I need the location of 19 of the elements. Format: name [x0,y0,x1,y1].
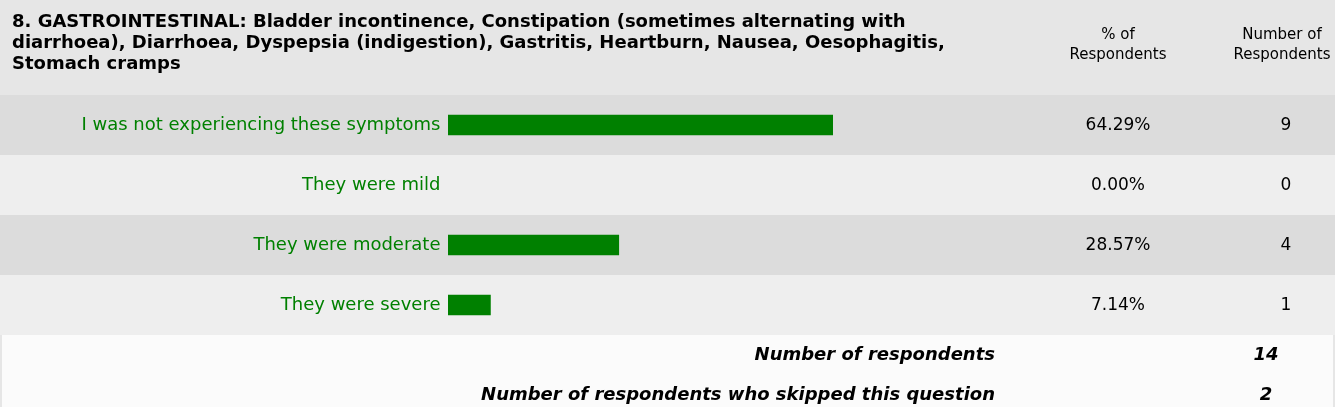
text: 2 [1258,383,1274,404]
text: 4 [1280,234,1292,254]
y-tick-label: They were moderate [252,233,441,254]
y-tick-label: They were mild [301,173,441,194]
text: 0 [1280,174,1292,194]
data-label: 0.00% [1090,174,1146,194]
y-tick-label: They were severe [279,293,441,314]
text: Number of respondents who skipped this question [481,383,995,404]
data-label: 7.14% [1090,294,1146,314]
text: Number of respondents [754,343,995,364]
text: 14 [1252,343,1280,364]
y-tick-label: I was not experiencing these symptoms [81,113,441,134]
chart-title: 8. GASTROINTESTINAL: Bladder incontinence, Constipation (sometimes alternating with diarrhoea), Diarrhoea, Dyspepsia (indigestion), Gastritis, Heartburn, Nausea, Oesophagitis, Stomach cramps [12,10,946,73]
text: Number of Respondents [1232,24,1332,64]
data-label: 64.29% [1085,114,1151,134]
text: 1 [1280,294,1292,314]
text: % of Respondents [1068,24,1168,64]
data-label: 28.57% [1085,234,1151,254]
text: 9 [1280,114,1292,134]
